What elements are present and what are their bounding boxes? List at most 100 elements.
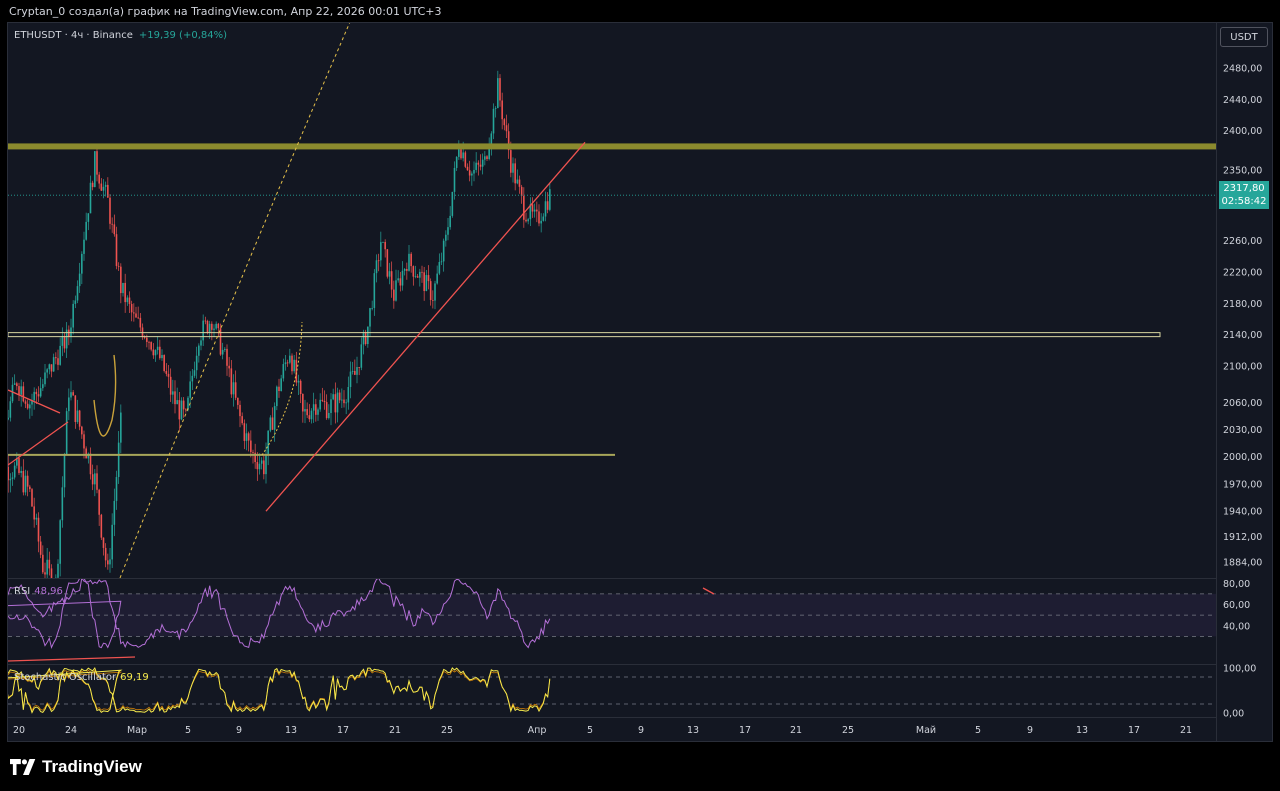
candle-body bbox=[436, 273, 438, 284]
candle-body bbox=[373, 273, 376, 308]
candle-body bbox=[174, 391, 176, 405]
candle-body bbox=[39, 541, 42, 555]
candle-body bbox=[57, 358, 59, 365]
symbol-label[interactable]: ETHUSDT · 4ч · Binance bbox=[14, 30, 133, 41]
candle-body bbox=[304, 409, 306, 412]
candle-body bbox=[107, 184, 109, 198]
time-tick-label: 21 bbox=[389, 725, 401, 736]
candle-body bbox=[182, 400, 185, 410]
candle-body bbox=[367, 326, 369, 345]
candle-body bbox=[167, 373, 170, 377]
candle-body bbox=[59, 520, 61, 564]
symbol-legend[interactable]: ETHUSDT · 4ч · Binance +19,39 (+0,84%) bbox=[14, 30, 227, 41]
candle-body bbox=[369, 308, 371, 327]
time-tick-label: 24 bbox=[65, 725, 77, 736]
candle-body bbox=[278, 386, 280, 392]
rsi-legend[interactable]: RSI 48,96 bbox=[14, 586, 63, 597]
candle-body bbox=[109, 197, 111, 224]
bar-countdown: 02:58:42 bbox=[1221, 196, 1267, 207]
candle-body bbox=[16, 383, 18, 387]
candle-body bbox=[434, 283, 436, 301]
rsi-tick-label: 80,00 bbox=[1223, 579, 1250, 590]
candle-body bbox=[317, 409, 319, 415]
candle-body bbox=[8, 417, 9, 420]
candle-body bbox=[61, 336, 64, 346]
candle-body bbox=[156, 346, 159, 351]
candle-body bbox=[328, 412, 330, 419]
candle-body bbox=[536, 209, 538, 212]
candle-body bbox=[273, 406, 276, 430]
candle-body bbox=[445, 234, 447, 241]
candle-body bbox=[343, 399, 345, 404]
time-tick-label: 21 bbox=[1180, 725, 1192, 736]
candle-body bbox=[111, 223, 113, 225]
tradingview-logo[interactable]: TradingView bbox=[10, 757, 142, 777]
candle-body bbox=[299, 380, 302, 395]
candle-body bbox=[325, 402, 328, 419]
candle-body bbox=[29, 404, 31, 409]
candle-body bbox=[351, 371, 354, 372]
candle-body bbox=[414, 276, 417, 278]
candle-body bbox=[87, 213, 90, 222]
candle-body bbox=[239, 404, 241, 417]
candle-body bbox=[440, 261, 443, 263]
candle-body bbox=[122, 282, 124, 294]
candle-body bbox=[345, 402, 347, 404]
candle-body bbox=[57, 563, 59, 578]
candle-body bbox=[488, 147, 490, 159]
candle-body bbox=[412, 266, 415, 277]
candle-body bbox=[22, 470, 25, 493]
candle-body bbox=[213, 328, 215, 330]
candle-body bbox=[453, 167, 456, 192]
candle-body bbox=[113, 224, 116, 235]
current-price-value: 2317,80 bbox=[1223, 183, 1265, 194]
candle-body bbox=[89, 182, 92, 214]
candle-body bbox=[390, 271, 393, 290]
rsi-divergence-line bbox=[702, 587, 715, 595]
candle-body bbox=[295, 359, 298, 383]
candle-body bbox=[107, 560, 109, 565]
chart-frame[interactable] bbox=[7, 22, 1273, 742]
candle-body bbox=[349, 371, 352, 387]
candle-body bbox=[76, 286, 79, 301]
candle-body bbox=[282, 364, 285, 379]
candle-body bbox=[354, 371, 356, 375]
candle-body bbox=[176, 400, 178, 405]
candle-body bbox=[546, 201, 549, 210]
price-tick-label: 2180,00 bbox=[1223, 299, 1262, 310]
candle-body bbox=[380, 242, 382, 261]
candle-body bbox=[163, 355, 165, 371]
rsi-name[interactable]: RSI bbox=[14, 586, 31, 597]
candle-body bbox=[31, 400, 33, 405]
candle-body bbox=[306, 409, 308, 416]
candle-body bbox=[1, 451, 3, 452]
time-tick-label: 25 bbox=[441, 725, 453, 736]
stoch-name[interactable]: Stochastic Oscillator bbox=[14, 672, 117, 683]
candle-body bbox=[120, 266, 122, 294]
candle-body bbox=[451, 191, 454, 216]
candle-body bbox=[22, 386, 25, 402]
candle-body bbox=[146, 337, 148, 342]
candle-body bbox=[185, 409, 187, 411]
candle-body bbox=[479, 164, 482, 167]
candle-body bbox=[518, 179, 521, 187]
candle-body bbox=[271, 417, 274, 430]
currency-button[interactable]: USDT bbox=[1220, 27, 1268, 47]
candle-body bbox=[477, 162, 480, 165]
candle-body bbox=[315, 404, 317, 415]
candle-body bbox=[544, 201, 547, 217]
candle-body bbox=[334, 394, 337, 413]
candle-body bbox=[540, 220, 542, 224]
candle-body bbox=[330, 399, 332, 413]
stoch-legend[interactable]: Stochastic Oscillator 69,19 bbox=[14, 672, 149, 683]
candle-body bbox=[523, 195, 525, 220]
time-tick-label: 13 bbox=[687, 725, 699, 736]
candle-body bbox=[538, 211, 540, 224]
candle-body bbox=[501, 100, 503, 120]
candle-body bbox=[341, 399, 343, 401]
candle-body bbox=[102, 537, 105, 548]
candle-body bbox=[98, 489, 100, 515]
candle-body bbox=[237, 397, 239, 405]
candle-body bbox=[1, 464, 3, 470]
